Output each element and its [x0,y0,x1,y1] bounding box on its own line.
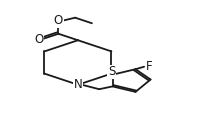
Text: O: O [34,32,43,46]
Text: O: O [54,14,63,27]
Text: S: S [108,66,115,78]
Text: N: N [74,78,82,91]
Text: F: F [146,60,152,73]
